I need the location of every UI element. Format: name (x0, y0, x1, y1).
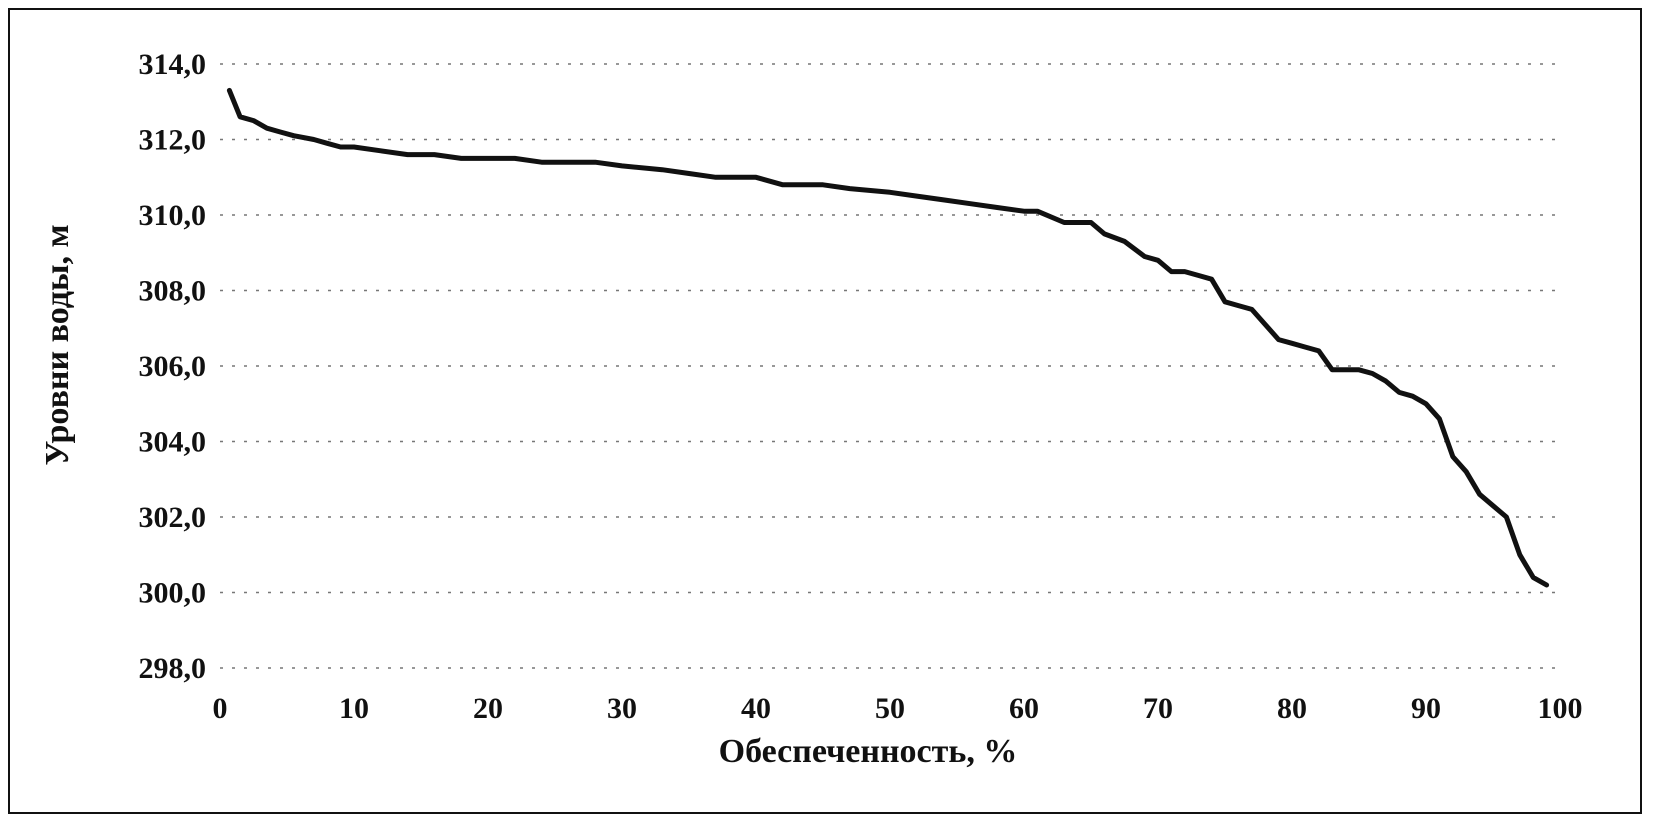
y-axis-title: Уровни воды, м (39, 224, 76, 465)
y-tick-label: 312,0 (139, 124, 207, 157)
y-tick-label: 304,0 (139, 426, 207, 459)
y-tick-label: 308,0 (139, 275, 207, 308)
y-tick-label: 302,0 (139, 501, 207, 534)
x-tick-label: 90 (1411, 692, 1441, 725)
y-axis-ticks: 298,0 300,0 302,0 304,0 306,0 308,0 310,0 312,0… (139, 48, 207, 685)
series-layer (226, 87, 1550, 588)
x-tick-label: 80 (1277, 692, 1307, 725)
x-tick-label: 20 (473, 692, 503, 725)
x-tick-label: 10 (339, 692, 369, 725)
gridlines (220, 63, 1560, 669)
x-tick-label: 70 (1143, 692, 1173, 725)
y-tick-label: 306,0 (139, 350, 207, 383)
y-tick-label: 298,0 (139, 652, 207, 685)
x-tick-label: 30 (607, 692, 637, 725)
x-axis-title: Обеспеченность, % (719, 733, 1018, 770)
x-tick-label: 60 (1009, 692, 1039, 725)
x-tick-label: 50 (875, 692, 905, 725)
y-tick-label: 314,0 (139, 48, 207, 81)
chart-frame (8, 8, 1642, 814)
y-tick-label: 300,0 (139, 577, 207, 610)
x-tick-label: 40 (741, 692, 771, 725)
series-line (226, 87, 1550, 588)
x-axis-ticks: 0 10 20 30 40 50 60 70 80 90 100 (213, 692, 1583, 725)
x-tick-label: 100 (1538, 692, 1583, 725)
x-tick-label: 0 (213, 692, 228, 725)
y-tick-label: 310,0 (139, 199, 207, 232)
